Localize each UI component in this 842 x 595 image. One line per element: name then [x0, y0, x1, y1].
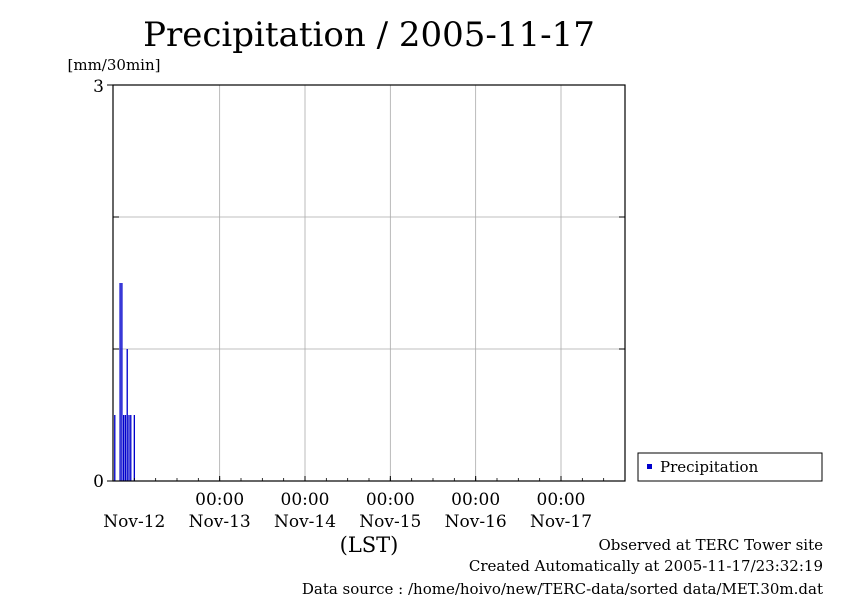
- x-time-tick-label: 00:00: [451, 490, 500, 510]
- axis-ticks: [107, 84, 626, 482]
- legend: Precipitation: [637, 452, 823, 482]
- x-day-label: Nov-15: [359, 512, 421, 532]
- x-day-label: Nov-16: [445, 512, 507, 532]
- x-tick-labels: 00:00 00:00 00:00 00:00 00:00 Nov-12 Nov-13 Nov…: [103, 490, 592, 532]
- precipitation-bar: [121, 283, 123, 481]
- precipitation-bar: [133, 415, 135, 481]
- chart-title: Precipitation / 2005-11-17: [143, 15, 595, 55]
- x-time-tick-label: 00:00: [281, 490, 330, 510]
- legend-swatch: [647, 464, 652, 469]
- footer-source: Data source : /home/hoivo/new/TERC-data/…: [302, 580, 823, 595]
- precipitation-bar: [124, 415, 127, 481]
- x-axis-label: (LST): [340, 533, 399, 557]
- plot-frame: [112, 84, 626, 482]
- legend-label: Precipitation: [660, 458, 759, 476]
- y-tick-label-bottom: 0: [93, 472, 104, 492]
- precipitation-bar: [126, 349, 128, 481]
- y-axis-label: [mm/30min]: [68, 56, 161, 74]
- x-time-tick-label: 00:00: [537, 490, 586, 510]
- footer-created: Created Automatically at 2005-11-17/23:3…: [469, 557, 823, 575]
- precipitation-bar: [123, 415, 125, 481]
- x-day-label: Nov-13: [189, 512, 251, 532]
- precipitation-bar: [130, 415, 132, 481]
- precipitation-bar: [128, 415, 130, 481]
- x-day-label: Nov-17: [530, 512, 592, 532]
- x-day-label: Nov-12: [103, 512, 165, 532]
- precipitation-bar: [114, 415, 116, 481]
- bars-group: [114, 283, 135, 481]
- precipitation-bar: [119, 283, 121, 481]
- x-time-tick-label: 00:00: [366, 490, 415, 510]
- grid-lines: [113, 85, 625, 481]
- x-time-tick-label: 00:00: [195, 490, 244, 510]
- x-day-label: Nov-14: [274, 512, 336, 532]
- legend-box: [637, 452, 823, 482]
- footer-site: Observed at TERC Tower site: [598, 536, 823, 554]
- y-tick-label-top: 3: [93, 77, 104, 97]
